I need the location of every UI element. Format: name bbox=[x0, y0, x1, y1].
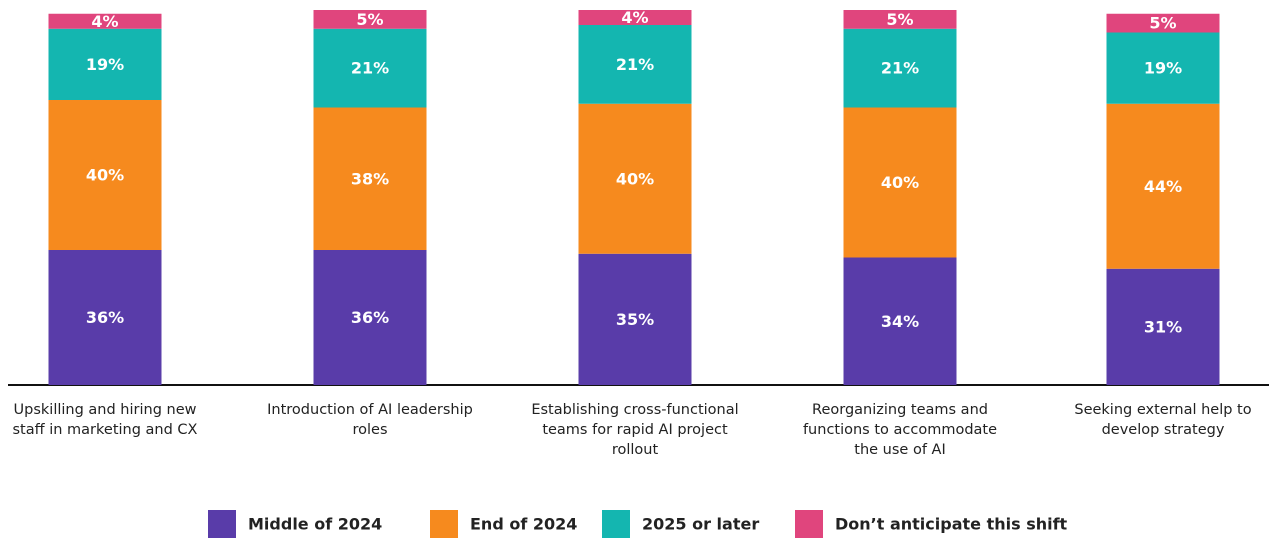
legend-label: Don’t anticipate this shift bbox=[835, 515, 1068, 534]
value-label: 44% bbox=[1144, 177, 1182, 196]
bar-segment bbox=[1106, 268, 1220, 385]
bar-segment bbox=[578, 253, 692, 385]
x-tick-label: Establishing cross-functional teams for … bbox=[531, 402, 739, 458]
x-tick-label: Introduction of AI leadership roles bbox=[267, 402, 473, 438]
value-label: 21% bbox=[881, 59, 919, 78]
bar-segment bbox=[843, 257, 957, 385]
bar-segment bbox=[313, 107, 427, 250]
x-tick-label: Upskilling and hiring new staff in marke… bbox=[12, 402, 198, 438]
value-label: 36% bbox=[86, 308, 124, 327]
value-label: 19% bbox=[86, 55, 124, 74]
value-label: 40% bbox=[616, 169, 654, 188]
value-label: 40% bbox=[881, 173, 919, 192]
value-label: 4% bbox=[621, 8, 648, 27]
bar-segment bbox=[843, 28, 957, 108]
value-label: 36% bbox=[351, 308, 389, 327]
value-label: 31% bbox=[1144, 317, 1182, 336]
value-label: 40% bbox=[86, 166, 124, 185]
x-tick-label: Reorganizing teams and functions to acco… bbox=[802, 402, 998, 458]
bar-segment bbox=[843, 10, 957, 29]
legend-swatch bbox=[795, 510, 823, 538]
value-label: 5% bbox=[1149, 14, 1176, 33]
legend-swatch bbox=[208, 510, 236, 538]
bar-segment bbox=[578, 103, 692, 254]
value-label: 5% bbox=[886, 10, 913, 29]
value-label: 38% bbox=[351, 169, 389, 188]
bar-segment bbox=[578, 10, 692, 25]
bar-segment bbox=[1106, 103, 1220, 269]
bar-segment bbox=[48, 28, 162, 100]
legend-label: End of 2024 bbox=[470, 515, 577, 534]
value-label: 21% bbox=[616, 55, 654, 74]
bar-segment bbox=[48, 100, 162, 250]
legend-swatch bbox=[602, 510, 630, 538]
value-label: 35% bbox=[616, 310, 654, 329]
bar-segment bbox=[48, 13, 162, 29]
x-tick-label: Seeking external help to develop strateg… bbox=[1074, 402, 1252, 438]
bar-segment bbox=[313, 250, 427, 385]
bar-segment bbox=[313, 28, 427, 108]
value-label: 19% bbox=[1144, 59, 1182, 78]
value-label: 21% bbox=[351, 59, 389, 78]
bar-segment bbox=[1106, 13, 1220, 33]
legend-label: Middle of 2024 bbox=[248, 515, 382, 534]
legend-label: 2025 or later bbox=[642, 515, 759, 534]
value-label: 34% bbox=[881, 312, 919, 331]
value-label: 5% bbox=[356, 10, 383, 29]
bar-segment bbox=[843, 107, 957, 258]
bar-segment bbox=[313, 10, 427, 29]
bar-segment bbox=[1106, 32, 1220, 104]
legend-swatch bbox=[430, 510, 458, 538]
bar-segment bbox=[578, 25, 692, 104]
bar-segment bbox=[48, 250, 162, 385]
value-label: 4% bbox=[91, 12, 118, 31]
